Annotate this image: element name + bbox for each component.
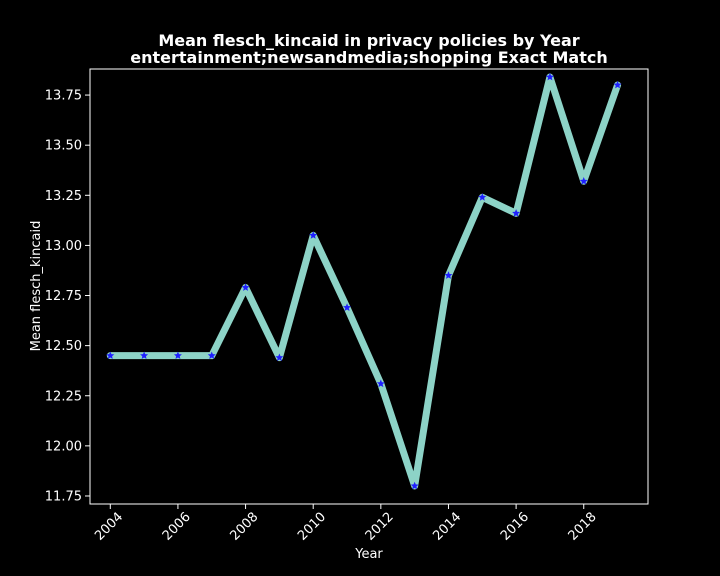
data-point: [512, 209, 521, 217]
data-point: [444, 271, 453, 279]
y-tick-label: 13.50: [45, 139, 82, 154]
y-axis: 11.75 12.00 12.25 12.50 12.75 13.00 13.25 13.50…: [45, 89, 90, 504]
y-tick-label: 12.75: [45, 289, 82, 304]
y-tick-label: 11.75: [45, 489, 82, 504]
data-point: [343, 303, 352, 311]
data-point: [275, 353, 284, 362]
y-tick-label: 13.75: [45, 89, 82, 104]
y-tick-label: 12.25: [45, 389, 82, 404]
x-axis-label: Year: [354, 547, 383, 562]
data-point: [545, 72, 554, 81]
y-tick-label: 13.00: [45, 239, 82, 254]
data-point: [140, 351, 149, 360]
y-axis-label: Mean flesch_kincaid: [29, 221, 44, 352]
y-tick-label: 12.00: [45, 439, 82, 454]
data-point: [579, 177, 588, 185]
data-point: [376, 379, 385, 388]
data-point: [106, 351, 115, 360]
series-line: [106, 73, 622, 490]
data-point: [207, 351, 216, 360]
y-tick-label: 12.50: [45, 339, 82, 354]
chart-title: Mean flesch_kincaid in privacy policies …: [158, 31, 579, 50]
y-tick-label: 13.25: [45, 189, 82, 204]
data-point: [613, 80, 622, 89]
data-point: [173, 351, 182, 360]
plot-area-frame: [89, 68, 649, 505]
data-point: [241, 283, 250, 291]
data-point: [478, 193, 487, 201]
data-point: [410, 481, 419, 490]
chart-subtitle: entertainment;newsandmedia;shopping Exac…: [130, 48, 607, 67]
data-point: [309, 231, 318, 239]
series-layer: [106, 72, 622, 490]
